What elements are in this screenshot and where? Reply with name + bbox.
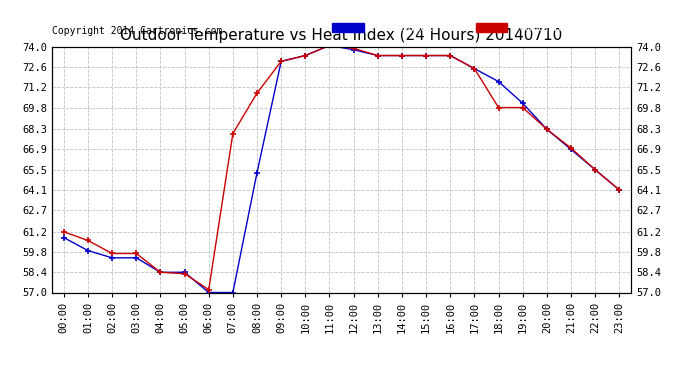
Text: Copyright 2014 Cartronics.com: Copyright 2014 Cartronics.com: [52, 26, 222, 36]
Legend:  Heat Index  (°F) ,  Temperature  (°F) : Heat Index (°F) , Temperature (°F): [333, 22, 626, 33]
Title: Outdoor Temperature vs Heat Index (24 Hours) 20140710: Outdoor Temperature vs Heat Index (24 Ho…: [121, 28, 562, 43]
